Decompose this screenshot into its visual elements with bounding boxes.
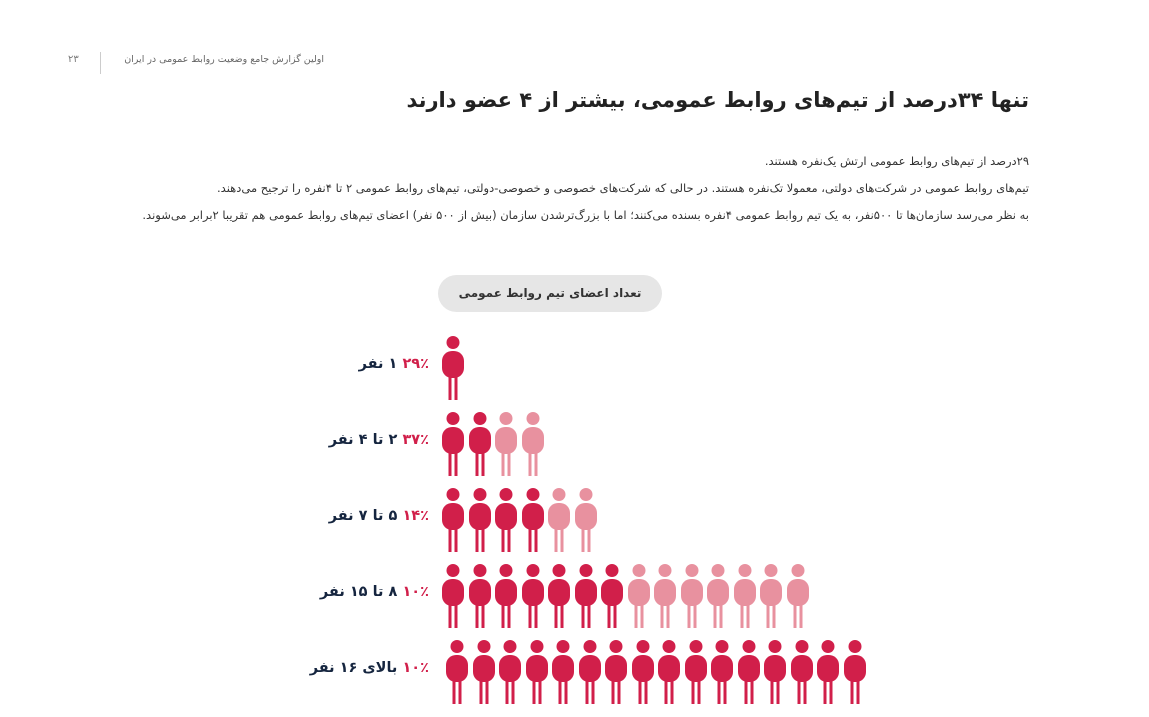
paragraph: ۲۹درصد از تیم‌های روابط عمومی ارتش یک‌نف… xyxy=(764,154,1029,168)
category-row: ۱۰٪ بالای ۱۶ نفر xyxy=(0,640,1149,708)
person-icon-light xyxy=(627,564,651,628)
team-size-label: ۲ تا ۴ نفر xyxy=(328,432,398,448)
page-number: ۲۳ xyxy=(68,54,79,65)
paragraph: تیم‌های روابط عمومی در شرکت‌های دولتی، م… xyxy=(217,181,1029,195)
person-icon-dark xyxy=(525,640,549,704)
report-name: اولین گزارش جامع وضعیت روابط عمومی در ای… xyxy=(124,54,324,65)
percent-label: ۲۹٪ xyxy=(402,356,429,372)
person-icon-dark xyxy=(494,564,518,628)
person-icon-dark xyxy=(684,640,708,704)
person-icon-dark xyxy=(631,640,655,704)
person-icon-dark xyxy=(578,640,602,704)
person-icon-dark xyxy=(498,640,522,704)
team-size-label: ۸ تا ۱۵ نفر xyxy=(319,584,398,600)
percent-label: ۱۰٪ xyxy=(402,660,429,676)
category-label: ۳۷٪ ۲ تا ۴ نفر xyxy=(329,432,429,448)
person-icon-light xyxy=(759,564,783,628)
person-icon-light xyxy=(653,564,677,628)
person-icon-dark xyxy=(468,488,492,552)
person-icon-dark xyxy=(441,336,465,400)
header-divider xyxy=(100,52,101,74)
percent-label: ۱۴٪ xyxy=(402,508,429,524)
person-icon-dark xyxy=(600,564,624,628)
person-icon-dark xyxy=(441,564,465,628)
team-size-label: بالای ۱۶ نفر xyxy=(309,660,398,676)
category-row: ۳۷٪ ۲ تا ۴ نفر xyxy=(0,412,1149,480)
person-icon-dark xyxy=(604,640,628,704)
category-row: ۲۹٪ ۱ نفر xyxy=(0,336,1149,404)
person-icon-dark xyxy=(763,640,787,704)
percent-label: ۳۷٪ xyxy=(402,432,429,448)
category-row: ۱۴٪ ۵ تا ۷ نفر xyxy=(0,488,1149,556)
person-icon-light xyxy=(521,412,545,476)
person-icon-dark xyxy=(547,564,571,628)
person-icon-dark xyxy=(551,640,575,704)
person-icon-dark xyxy=(657,640,681,704)
category-label: ۱۴٪ ۵ تا ۷ نفر xyxy=(329,508,429,524)
person-icon-dark xyxy=(472,640,496,704)
person-icon-dark xyxy=(737,640,761,704)
person-icon-dark xyxy=(468,564,492,628)
person-icon-light xyxy=(706,564,730,628)
person-icon-dark xyxy=(816,640,840,704)
person-icon-dark xyxy=(468,412,492,476)
person-icon-light xyxy=(733,564,757,628)
person-icon-dark xyxy=(494,488,518,552)
person-icon-dark xyxy=(843,640,867,704)
chart-title: تعداد اعضای تیم روابط عمومی xyxy=(438,275,662,312)
category-label: ۲۹٪ ۱ نفر xyxy=(359,356,429,372)
page-title: تنها ۳۴درصد از تیم‌های روابط عمومی، بیشت… xyxy=(406,88,1029,112)
running-header: ۲۳ اولین گزارش جامع وضعیت روابط عمومی در… xyxy=(60,52,330,74)
person-icon-dark xyxy=(521,564,545,628)
person-icon-light xyxy=(680,564,704,628)
category-row: ۱۰٪ ۸ تا ۱۵ نفر xyxy=(0,564,1149,632)
person-icon-dark xyxy=(441,412,465,476)
person-icon-light xyxy=(547,488,571,552)
category-label: ۱۰٪ بالای ۱۶ نفر xyxy=(310,660,429,676)
person-icon-dark xyxy=(445,640,469,704)
person-icon-dark xyxy=(441,488,465,552)
person-icon-dark xyxy=(574,564,598,628)
team-size-label: ۵ تا ۷ نفر xyxy=(328,508,398,524)
person-icon-dark xyxy=(790,640,814,704)
person-icon-dark xyxy=(521,488,545,552)
body-text: ۲۹درصد از تیم‌های روابط عمومی ارتش یک‌نف… xyxy=(67,148,1029,229)
person-icon-dark xyxy=(710,640,734,704)
paragraph: به نظر می‌رسد سازمان‌ها تا ۵۰۰نفر، به یک… xyxy=(142,208,1029,222)
person-icon-light xyxy=(786,564,810,628)
person-icon-light xyxy=(574,488,598,552)
category-label: ۱۰٪ ۸ تا ۱۵ نفر xyxy=(320,584,429,600)
percent-label: ۱۰٪ xyxy=(402,584,429,600)
team-size-label: ۱ نفر xyxy=(358,356,398,372)
person-icon-light xyxy=(494,412,518,476)
